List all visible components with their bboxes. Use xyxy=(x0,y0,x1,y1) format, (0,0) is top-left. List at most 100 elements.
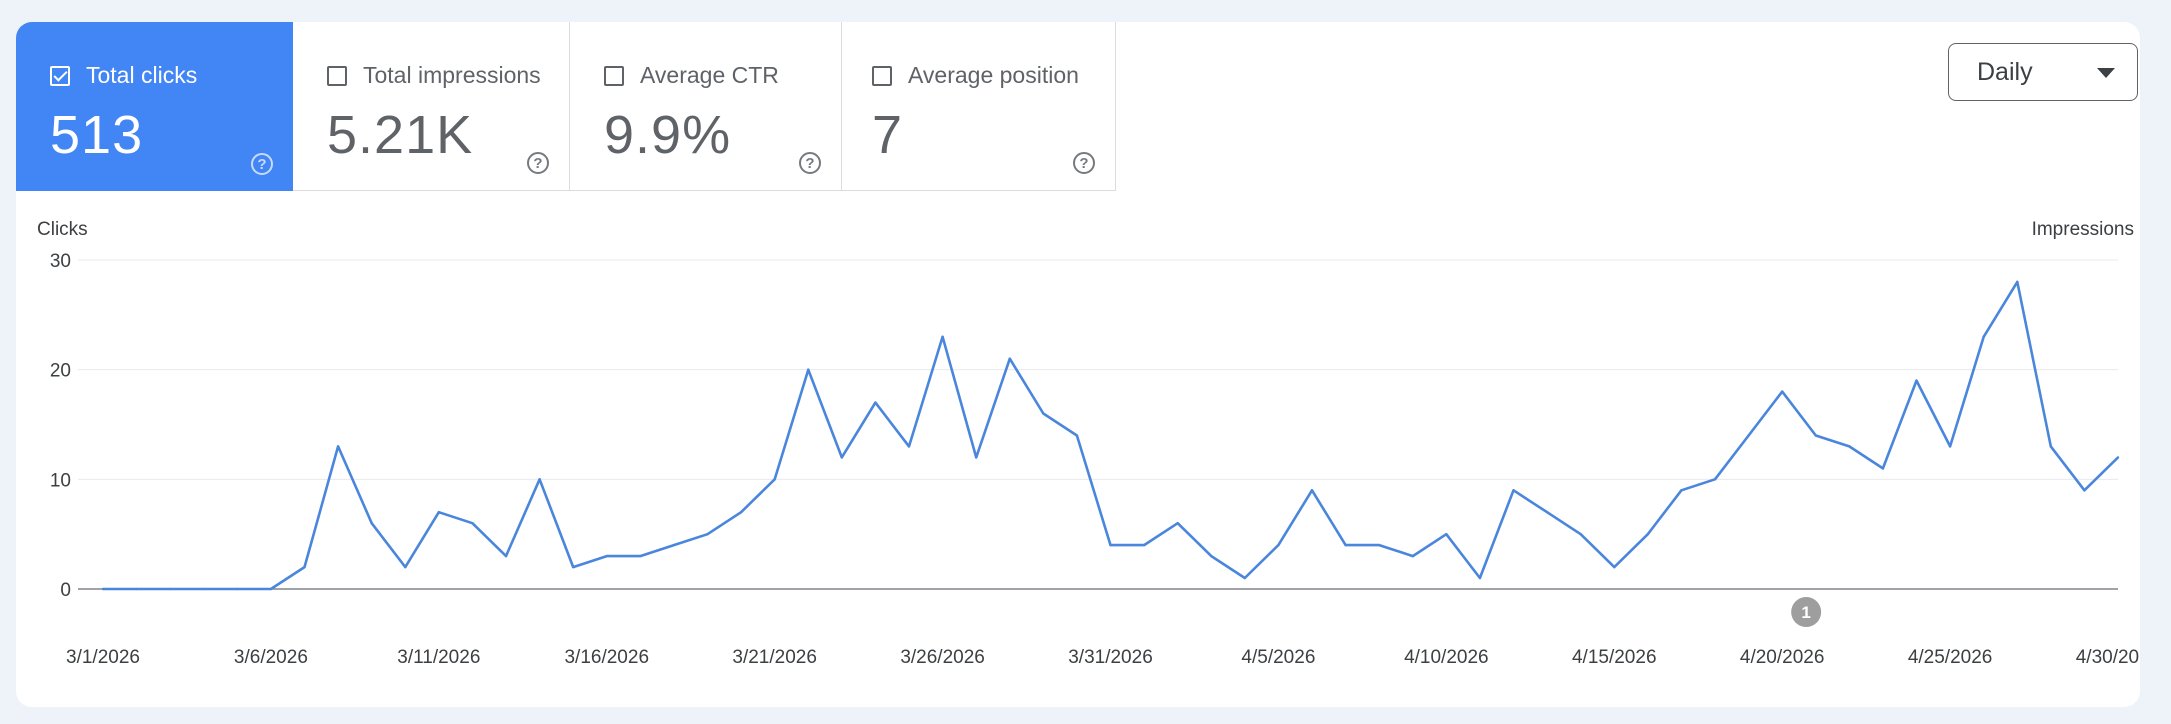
data-point xyxy=(840,456,844,459)
data-point xyxy=(706,532,709,536)
x-tick-label: 3/11/2026 xyxy=(397,647,480,668)
data-point xyxy=(2083,489,2086,492)
checkbox-unchecked-icon[interactable] xyxy=(604,65,624,86)
data-point xyxy=(1377,543,1381,547)
annotation-circle[interactable] xyxy=(1791,597,1822,627)
x-tick-label: 3/31/2026 xyxy=(1068,647,1153,668)
data-point xyxy=(269,587,273,591)
period-dropdown-value: Daily xyxy=(1977,57,2033,86)
data-point xyxy=(941,335,944,338)
x-tick-label: 4/20/2026 xyxy=(1740,647,1825,668)
data-point xyxy=(605,554,608,558)
x-tick-label: 4/5/2026 xyxy=(1241,647,1315,668)
x-tick-label: 4/30/2026 xyxy=(2076,647,2140,668)
data-point xyxy=(1008,357,1011,360)
data-point xyxy=(571,565,575,569)
grid-lines xyxy=(78,259,2118,590)
data-point xyxy=(504,554,508,558)
data-point xyxy=(1780,390,1784,393)
metric-label: Total clicks xyxy=(86,62,198,88)
data-point xyxy=(101,587,105,591)
checkbox-unchecked-icon[interactable] xyxy=(872,65,892,86)
data-point xyxy=(1478,576,1482,580)
x-tick-label: 4/10/2026 xyxy=(1404,647,1489,668)
data-point xyxy=(1680,489,1683,492)
y2-axis-label: Impressions xyxy=(2032,219,2134,240)
data-point xyxy=(1747,434,1750,437)
metric-total-impressions[interactable]: Total impressions 5.21K ? xyxy=(293,22,570,191)
metric-label: Average CTR xyxy=(640,62,779,88)
data-point xyxy=(1445,532,1448,536)
x-tick-label: 4/25/2026 xyxy=(1908,647,1993,668)
metric-value: 7 xyxy=(872,105,904,165)
data-point xyxy=(1881,467,1885,470)
help-icon[interactable]: ? xyxy=(251,153,273,175)
annotation-marker[interactable]: 1 xyxy=(1791,597,1822,627)
data-point xyxy=(1243,576,1247,580)
x-tick-label: 3/21/2026 xyxy=(732,647,817,668)
data-point xyxy=(1982,335,1985,338)
data-point xyxy=(1948,445,1952,448)
data-point xyxy=(437,511,441,514)
data-point xyxy=(2049,445,2053,448)
data-point xyxy=(1713,478,1717,481)
help-icon[interactable]: ? xyxy=(1073,152,1095,174)
data-point xyxy=(1848,445,1851,448)
data-point xyxy=(1142,543,1146,547)
data-point xyxy=(1915,379,1918,382)
data-point xyxy=(1109,543,1112,547)
period-dropdown[interactable]: Daily xyxy=(1948,43,2138,101)
help-icon[interactable]: ? xyxy=(799,152,821,174)
caret-down-icon xyxy=(2097,68,2115,78)
data-point xyxy=(1310,489,1314,492)
data-point xyxy=(2116,456,2120,459)
metric-label: Average position xyxy=(908,62,1079,88)
data-point xyxy=(471,522,474,525)
x-tick-label: 3/26/2026 xyxy=(900,647,985,668)
data-point xyxy=(874,401,877,404)
metric-value: 5.21K xyxy=(327,105,474,165)
data-point xyxy=(907,445,911,448)
data-point xyxy=(1411,554,1414,558)
data-point xyxy=(538,478,541,481)
x-tick-label: 3/1/2026 xyxy=(66,647,140,668)
data-point xyxy=(672,543,676,547)
data-point xyxy=(236,587,239,591)
metric-value: 9.9% xyxy=(604,105,732,165)
performance-card: Total clicks 513 ? Total impressions 5.2… xyxy=(16,22,2140,707)
data-point xyxy=(1210,554,1213,558)
y-tick-label: 30 xyxy=(50,251,71,272)
data-point xyxy=(303,565,306,569)
data-point xyxy=(202,587,205,591)
x-tick-label: 4/15/2026 xyxy=(1572,647,1657,668)
checkbox-checked-icon[interactable] xyxy=(50,65,70,86)
data-point xyxy=(1646,532,1650,536)
data-point xyxy=(1344,543,1347,547)
data-point xyxy=(739,511,743,514)
x-tick-label: 3/6/2026 xyxy=(234,647,308,668)
data-point xyxy=(807,368,810,371)
data-point xyxy=(773,478,776,481)
data-point xyxy=(974,456,978,459)
data-point xyxy=(135,587,138,591)
data-point xyxy=(2016,280,2019,284)
checkbox-unchecked-icon[interactable] xyxy=(327,65,347,86)
help-icon[interactable]: ? xyxy=(527,152,549,174)
y-axis-label: Clicks xyxy=(37,219,88,240)
data-point xyxy=(1277,543,1280,547)
data-point xyxy=(1613,565,1616,569)
data-point xyxy=(1579,532,1582,536)
data-point xyxy=(1512,489,1515,492)
metric-average-position[interactable]: Average position 7 ? xyxy=(842,22,1116,191)
data-point xyxy=(336,445,340,448)
y-ticks: 0 10 20 30 xyxy=(50,251,71,601)
metric-total-clicks[interactable]: Total clicks 513 ? xyxy=(16,22,293,191)
data-point xyxy=(1545,511,1549,514)
data-point xyxy=(1042,412,1045,415)
data-point xyxy=(1075,434,1079,437)
metric-average-ctr[interactable]: Average CTR 9.9% ? xyxy=(570,22,842,191)
data-point xyxy=(404,565,407,569)
metric-tabs: Total clicks 513 ? Total impressions 5.2… xyxy=(16,22,1116,191)
y-tick-label: 0 xyxy=(60,580,71,601)
data-point xyxy=(370,522,373,525)
